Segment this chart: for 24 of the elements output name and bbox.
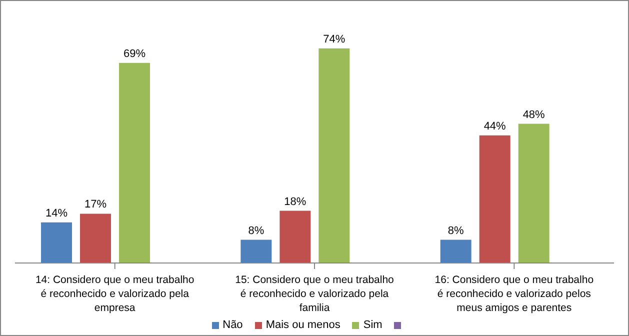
bar xyxy=(440,240,472,263)
bar xyxy=(41,222,72,263)
legend-label: Não xyxy=(222,319,243,331)
data-label: 69% xyxy=(123,48,146,60)
data-label: 8% xyxy=(448,224,464,237)
legend-label: Mais ou menos xyxy=(266,319,340,331)
data-label: 18% xyxy=(284,196,306,208)
data-label: 17% xyxy=(84,198,107,211)
bar xyxy=(280,210,311,263)
x-tick-label: 14: Considero que o meu trabalho é reconhecido e valorizado pela empresa xyxy=(35,274,194,314)
data-label: 48% xyxy=(522,108,546,121)
legend-label: Sim xyxy=(363,319,382,331)
bar xyxy=(318,48,350,263)
bar xyxy=(518,124,550,263)
data-label: 8% xyxy=(248,224,264,237)
data-label: 74% xyxy=(323,33,346,46)
data-label: 14% xyxy=(45,207,68,220)
bar xyxy=(119,62,150,263)
x-tick-label: 15: Considero que o meu trabalho é reconhecido e valorizado pela familia xyxy=(235,274,394,314)
x-tick-label: 16: Considero que o meu trabalho é reconhecido e valorizado pelos meus amigos e parentes xyxy=(434,274,594,314)
bar xyxy=(80,214,111,263)
bar xyxy=(240,240,272,263)
data-label: 44% xyxy=(484,120,506,132)
bar xyxy=(479,135,510,263)
